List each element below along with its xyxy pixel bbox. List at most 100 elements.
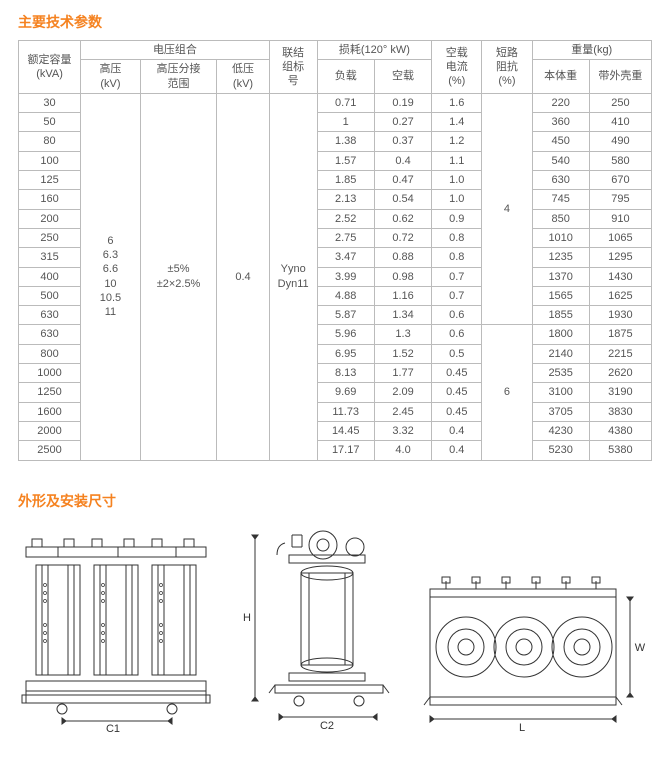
table-cell: 1.0: [432, 190, 482, 209]
table-cell: 670: [589, 171, 651, 190]
table-cell: 1.77: [374, 364, 431, 383]
table-cell: 0.19: [374, 93, 431, 112]
dim-label-w: W: [635, 642, 646, 654]
table-cell: 220: [532, 93, 589, 112]
table-cell: 0.54: [374, 190, 431, 209]
table-cell: 1: [317, 113, 374, 132]
table-cell: 17.17: [317, 441, 374, 460]
table-cell: 2.75: [317, 228, 374, 247]
col-hv: 高压 (kV): [81, 60, 141, 94]
col-impedance: 短路 阻抗 (%): [482, 41, 532, 94]
table-cell: ±5% ±2×2.5%: [140, 93, 216, 460]
spec-table: 额定容量 (kVA) 电压组合 联结 组标 号 损耗(120° kW) 空载 电…: [18, 40, 652, 461]
table-cell: 6: [482, 325, 532, 460]
col-conn: 联结 组标 号: [269, 41, 317, 94]
table-cell: 0.4: [432, 421, 482, 440]
diagram-top-view: L W: [416, 575, 646, 735]
table-cell: 6 6.3 6.6 10 10.5 11: [81, 93, 141, 460]
table-cell: 30: [19, 93, 81, 112]
table-cell: 745: [532, 190, 589, 209]
table-cell: 0.27: [374, 113, 431, 132]
table-cell: 0.45: [432, 402, 482, 421]
table-cell: 0.6: [432, 325, 482, 344]
table-cell: 160: [19, 190, 81, 209]
table-cell: 0.4: [432, 441, 482, 460]
table-cell: 50: [19, 113, 81, 132]
table-cell: 1.4: [432, 113, 482, 132]
table-cell: 0.5: [432, 344, 482, 363]
col-lv: 低压 (kV): [217, 60, 270, 94]
table-cell: 1010: [532, 228, 589, 247]
table-cell: 0.7: [432, 286, 482, 305]
table-cell: 0.37: [374, 132, 431, 151]
table-cell: 1.3: [374, 325, 431, 344]
table-cell: 1000: [19, 364, 81, 383]
section-title-dims: 外形及安装尺寸: [0, 479, 670, 519]
table-cell: 200: [19, 209, 81, 228]
table-cell: 0.4: [374, 151, 431, 170]
table-cell: 0.98: [374, 267, 431, 286]
table-cell: 5.87: [317, 306, 374, 325]
table-cell: 3705: [532, 402, 589, 421]
table-cell: 2620: [589, 364, 651, 383]
table-cell: 5.96: [317, 325, 374, 344]
table-cell: 0.62: [374, 209, 431, 228]
table-cell: 910: [589, 209, 651, 228]
table-cell: 14.45: [317, 421, 374, 440]
section-title-spec: 主要技术参数: [0, 0, 670, 40]
table-cell: 4.0: [374, 441, 431, 460]
table-cell: 500: [19, 286, 81, 305]
col-nl-current: 空载 电流 (%): [432, 41, 482, 94]
table-cell: 360: [532, 113, 589, 132]
table-cell: 250: [589, 93, 651, 112]
table-cell: 1.85: [317, 171, 374, 190]
table-cell: 3.47: [317, 248, 374, 267]
diagram-side-view: H C2: [227, 525, 402, 735]
col-loss: 损耗(120° kW): [317, 41, 432, 60]
table-cell: 1295: [589, 248, 651, 267]
table-cell: 1370: [532, 267, 589, 286]
col-rated: 额定容量 (kVA): [19, 41, 81, 94]
table-cell: 1235: [532, 248, 589, 267]
table-cell: 3190: [589, 383, 651, 402]
table-cell: 4380: [589, 421, 651, 440]
table-cell: 80: [19, 132, 81, 151]
table-cell: 580: [589, 151, 651, 170]
table-cell: 1625: [589, 286, 651, 305]
table-cell: 1855: [532, 306, 589, 325]
table-cell: 2.45: [374, 402, 431, 421]
table-cell: 630: [19, 325, 81, 344]
table-cell: 2140: [532, 344, 589, 363]
table-cell: 6.95: [317, 344, 374, 363]
dim-label-c2: C2: [320, 720, 334, 732]
table-cell: 11.73: [317, 402, 374, 421]
table-cell: 2.52: [317, 209, 374, 228]
col-shell: 带外壳重: [589, 60, 651, 94]
table-cell: 1.2: [432, 132, 482, 151]
table-cell: 2.09: [374, 383, 431, 402]
table-cell: 2215: [589, 344, 651, 363]
table-cell: 0.47: [374, 171, 431, 190]
table-cell: 1430: [589, 267, 651, 286]
table-cell: 1250: [19, 383, 81, 402]
table-cell: 250: [19, 228, 81, 247]
table-cell: 800: [19, 344, 81, 363]
table-cell: 0.8: [432, 248, 482, 267]
table-cell: 1565: [532, 286, 589, 305]
table-cell: 4.88: [317, 286, 374, 305]
table-cell: 1065: [589, 228, 651, 247]
table-cell: 410: [589, 113, 651, 132]
table-cell: 1875: [589, 325, 651, 344]
table-cell: 0.45: [432, 383, 482, 402]
table-cell: 2535: [532, 364, 589, 383]
table-cell: 2.13: [317, 190, 374, 209]
table-cell: 0.72: [374, 228, 431, 247]
diagram-section: C1: [0, 525, 670, 763]
col-load: 负载: [317, 60, 374, 94]
table-cell: 1800: [532, 325, 589, 344]
table-cell: 0.8: [432, 228, 482, 247]
table-cell: 1.57: [317, 151, 374, 170]
col-weight: 重量(kg): [532, 41, 651, 60]
table-cell: 3.99: [317, 267, 374, 286]
table-cell: 490: [589, 132, 651, 151]
